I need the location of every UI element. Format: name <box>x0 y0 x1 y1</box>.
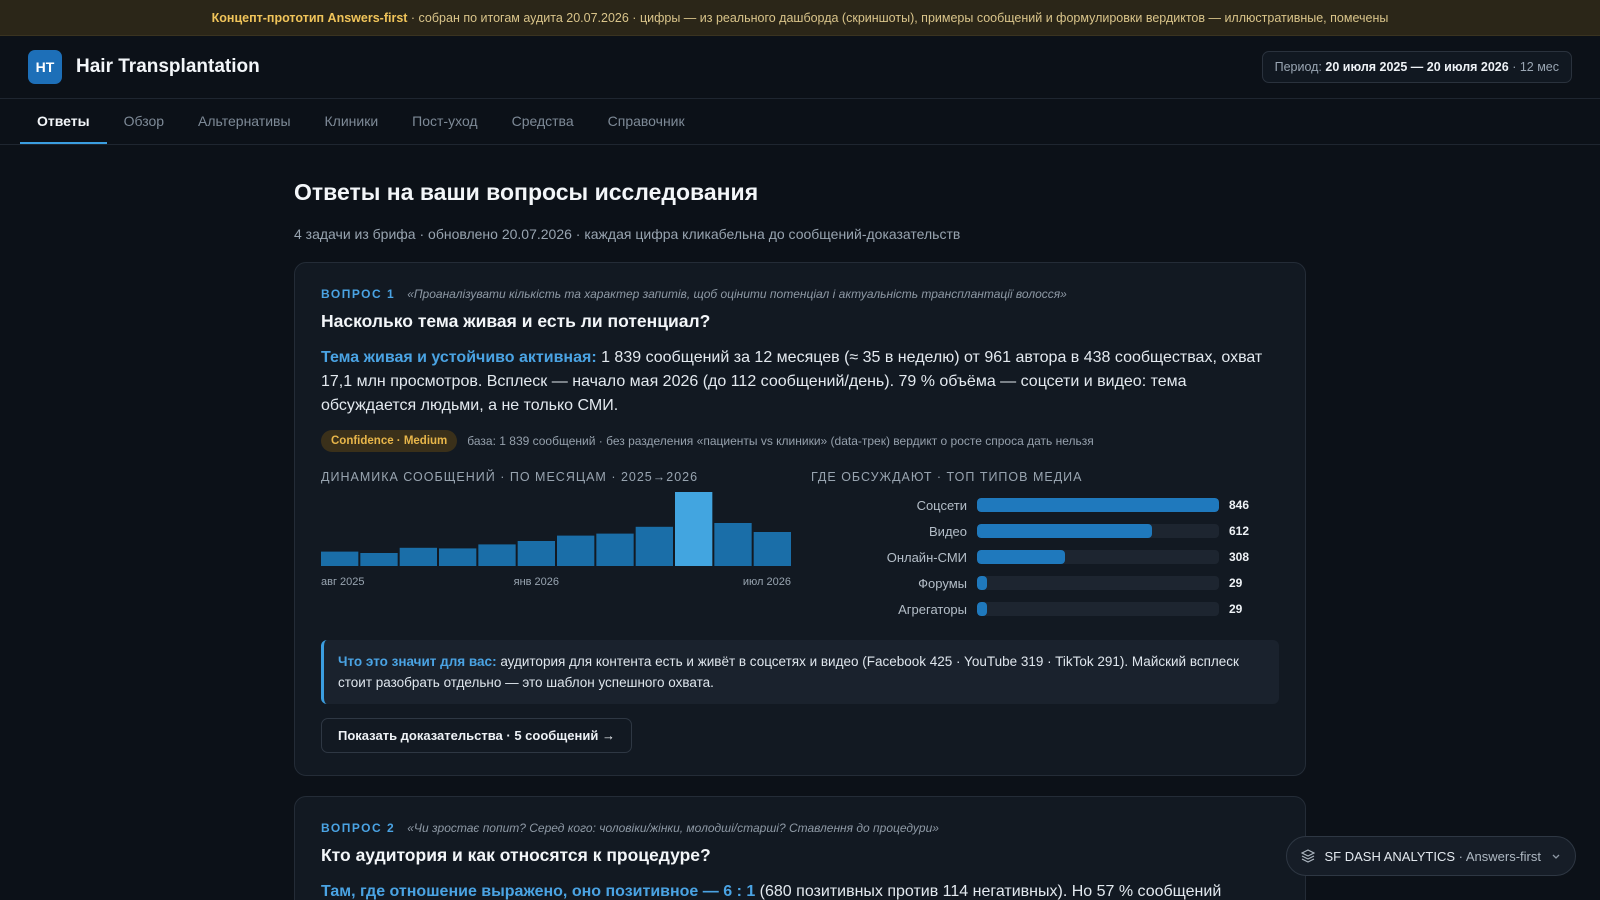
project-title: Hair Transplantation <box>76 56 260 77</box>
banner-strong: Концепт-прототип Answers-first <box>211 10 408 25</box>
media-bar-track <box>977 550 1219 564</box>
confidence-note: база: 1 839 сообщений · без разделения «… <box>467 434 1094 448</box>
media-chart: ГДЕ ОБСУЖДАЮТ · ТОП ТИПОВ МЕДИА Соцсети 8… <box>811 470 1279 622</box>
question-number: ВОПРОС 1 <box>321 287 396 301</box>
tab-reference[interactable]: Справочник <box>607 112 685 129</box>
media-bar-value: 29 <box>1229 576 1243 590</box>
month-bar-8[interactable] <box>635 526 673 566</box>
insight-box: Что это значит для вас: аудитория для ко… <box>321 640 1279 704</box>
month-bar-10[interactable] <box>714 523 752 566</box>
month-bar-0[interactable] <box>321 551 359 566</box>
media-bar-row[interactable]: Соцсети 846 <box>811 492 1279 518</box>
media-bars: Соцсети 846 Видео 612 Онлайн-СМИ 308 Форумы 29 А… <box>811 492 1279 622</box>
question-card-2: ВОПРОС 2 «Чи зростає попит? Серед кого: … <box>294 796 1306 900</box>
month-tick-label: янв 2026 <box>514 576 559 588</box>
media-bar-fill <box>977 524 1153 538</box>
month-bar-5[interactable] <box>517 541 555 566</box>
media-bar-track <box>977 576 1219 590</box>
main-tabs: Ответы Обзор Альтернативы Клиники Пост-у… <box>0 99 1600 145</box>
answer-highlight[interactable]: Тема живая и устойчиво активная: <box>321 349 597 366</box>
brand-switcher[interactable]: SF DASH ANALYTICS · Answers-first <box>1285 836 1576 876</box>
monthly-chart-svg: авг 2025 янв 2026 июл 2026 <box>321 492 791 588</box>
month-tick-label: авг 2025 <box>321 576 365 588</box>
month-bar-11[interactable] <box>753 532 791 566</box>
tab-answers[interactable]: Ответы <box>20 99 107 144</box>
page-subtitle: 4 задачи из брифа · обновлено 20.07.2026… <box>294 226 961 242</box>
media-bar-fill <box>977 550 1066 564</box>
media-bar-track <box>977 498 1219 512</box>
media-bar-label: Агрегаторы <box>898 601 967 617</box>
media-bar-label: Форумы <box>918 575 967 591</box>
media-chart-title: ГДЕ ОБСУЖДАЮТ · ТОП ТИПОВ МЕДИА <box>811 470 1083 484</box>
media-bar-row[interactable]: Видео 612 <box>811 518 1279 544</box>
answer-text: Тема живая и устойчиво активная: 1 839 с… <box>321 346 1279 418</box>
answer-text: Там, где отношение выражено, оно позитив… <box>321 880 1279 900</box>
question-card-1: ВОПРОС 1 «Проаналізувати кількість та ха… <box>294 262 1306 776</box>
media-bar-row[interactable]: Форумы 29 <box>811 570 1279 596</box>
media-bar-value: 846 <box>1229 498 1250 512</box>
period-range: 20 июля 2025 — 20 июля 2026 <box>1325 60 1509 74</box>
month-bar-7[interactable] <box>596 533 634 566</box>
answer-body: 1 839 сообщений за 12 месяцев (≈ 35 в не… <box>321 349 1263 414</box>
layers-icon <box>1300 849 1315 863</box>
monthly-chart: ДИНАМИКА СООБЩЕНИЙ · ПО МЕСЯЦАМ · 2025→2… <box>321 470 791 622</box>
media-bar-value: 29 <box>1229 602 1243 616</box>
media-bar-track <box>977 602 1219 616</box>
tab-post-care[interactable]: Пост-уход <box>412 112 478 129</box>
month-bar-1[interactable] <box>360 553 398 566</box>
month-bar-4[interactable] <box>478 544 516 566</box>
page-title: Ответы на ваши вопросы исследования <box>294 179 759 205</box>
question-number: ВОПРОС 2 <box>321 821 396 835</box>
media-bar-value: 612 <box>1229 524 1250 538</box>
prototype-banner: Концепт-прототип Answers-first · собран … <box>0 0 1600 36</box>
question-quote: «Чи зростає попит? Серед кого: чоловіки/… <box>407 821 939 835</box>
answer-body: (680 позитивных против 114 негативных). … <box>755 883 1222 900</box>
period-label: Период: <box>1274 60 1326 74</box>
month-bar-9[interactable] <box>675 492 713 566</box>
media-bar-fill <box>977 498 1219 512</box>
month-bar-2[interactable] <box>399 547 437 566</box>
question-title: Насколько тема живая и есть ли потенциал… <box>321 311 711 331</box>
media-bar-row[interactable]: Онлайн-СМИ 308 <box>811 544 1279 570</box>
month-bar-6[interactable] <box>557 535 595 566</box>
show-evidence-button[interactable]: Показать доказательства · 5 сообщений → <box>321 718 632 753</box>
app-header: HT Hair Transplantation Период: 20 июля … <box>0 36 1600 99</box>
media-bar-label: Онлайн-СМИ <box>886 549 967 565</box>
charts-row: ДИНАМИКА СООБЩЕНИЙ · ПО МЕСЯЦАМ · 2025→2… <box>321 470 1279 622</box>
month-bar-3[interactable] <box>439 548 477 566</box>
answer-highlight[interactable]: Там, где отношение выражено, оно позитив… <box>321 883 756 900</box>
main-content: Ответы на ваши вопросы исследования 4 за… <box>294 145 1306 900</box>
media-bar-value: 308 <box>1229 550 1250 564</box>
project-logo: HT <box>28 50 62 84</box>
media-bar-label: Соцсети <box>916 497 967 513</box>
brand-name: SF DASH ANALYTICS <box>1324 848 1456 864</box>
tab-overview[interactable]: Обзор <box>123 112 165 129</box>
insight-label: Что это значит для вас: <box>338 654 497 669</box>
media-bar-fill <box>977 602 987 616</box>
period-selector[interactable]: Период: 20 июля 2025 — 20 июля 2026 · 12… <box>1261 51 1572 83</box>
insight-text: аудитория для контента есть и живёт в со… <box>338 654 1239 690</box>
chevron-down-icon <box>1552 854 1560 859</box>
confidence-badge: Confidence · Medium <box>321 430 458 452</box>
monthly-chart-title: ДИНАМИКА СООБЩЕНИЙ · ПО МЕСЯЦАМ · 2025→2… <box>321 470 699 484</box>
tab-clinics[interactable]: Клиники <box>324 112 379 129</box>
media-bar-fill <box>977 576 987 590</box>
tab-products[interactable]: Средства <box>511 112 574 129</box>
brand-sub: · Answers-first <box>1455 848 1541 864</box>
media-bar-label: Видео <box>929 523 967 539</box>
tab-alternatives[interactable]: Альтернативы <box>198 112 291 129</box>
period-length: · 12 мес <box>1508 60 1559 74</box>
question-quote: «Проаналізувати кількість та характер за… <box>407 287 1067 301</box>
media-bar-row[interactable]: Агрегаторы 29 <box>811 596 1279 622</box>
banner-text: · собран по итогам аудита 20.07.2026 · ц… <box>407 10 1389 25</box>
month-tick-label: июл 2026 <box>743 576 791 588</box>
question-title: Кто аудитория и как относятся к процедур… <box>321 845 711 865</box>
media-bar-track <box>977 524 1219 538</box>
